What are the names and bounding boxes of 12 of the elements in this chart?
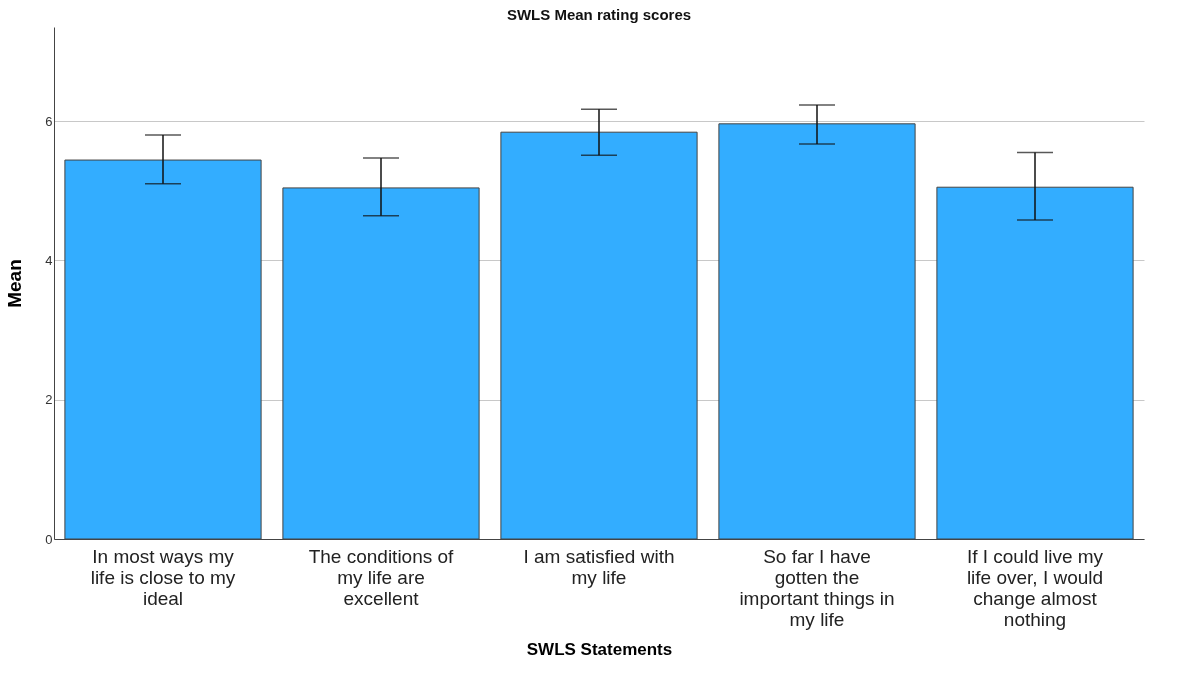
chart-title: SWLS Mean rating scores	[506, 6, 692, 23]
y-tick-label: 0	[45, 531, 53, 547]
x-tick-label: The conditions of my life are excellent	[308, 545, 455, 609]
y-tick-label: 2	[45, 392, 53, 408]
x-axis-title: SWLS Statements	[526, 639, 673, 659]
y-tick-label: 6	[45, 113, 53, 129]
x-tick-label: I am satisfied with my life	[523, 545, 675, 588]
x-tick-label: So far I have gotten the important things in my life	[739, 545, 895, 630]
y-tick-label: 4	[45, 252, 53, 268]
y-axis-title: Mean	[4, 259, 26, 308]
x-tick-label: In most ways my life is close to my ideal	[90, 545, 236, 609]
x-tick-label: If I could live my life over, I would change almost nothing	[966, 545, 1104, 630]
